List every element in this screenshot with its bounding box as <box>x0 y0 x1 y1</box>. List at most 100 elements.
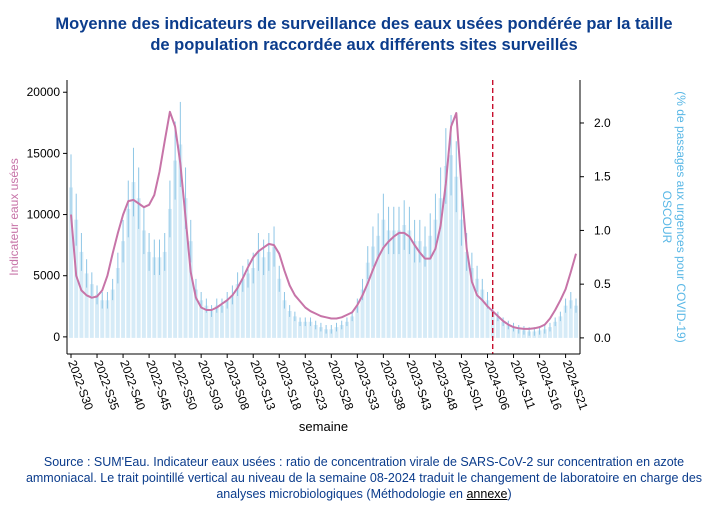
oscour-bar <box>204 305 209 338</box>
oscour-bar <box>282 300 287 338</box>
oscour-bar <box>230 294 235 338</box>
source-text: Source : SUM'Eau. Indicateur eaux usées … <box>25 455 703 501</box>
oscour-bar <box>141 230 146 338</box>
oscour-bar <box>157 257 162 338</box>
y-right-tick-label: 0.0 <box>594 331 611 345</box>
oscour-bar <box>303 321 308 338</box>
y-left-tick-label: 20000 <box>27 85 61 99</box>
oscour-bar <box>318 327 323 338</box>
oscour-bar <box>256 251 261 338</box>
oscour-bar <box>272 246 276 338</box>
chart-title: Moyenne des indicateurs de surveillance … <box>0 14 728 56</box>
oscour-bar <box>558 316 563 338</box>
oscour-bar <box>344 321 349 338</box>
oscour-bar <box>480 289 485 338</box>
y-left-tick-label: 15000 <box>27 146 61 160</box>
oscour-bar <box>261 257 266 338</box>
oscour-bar <box>423 246 427 338</box>
oscour-bar <box>381 219 386 338</box>
oscour-bar <box>574 305 578 338</box>
y-left-tick-label: 10000 <box>27 208 61 222</box>
oscour-bar <box>246 273 250 338</box>
x-axis-label: semaine <box>299 419 348 434</box>
oscour-bar <box>178 144 183 338</box>
oscour-bar <box>459 219 464 338</box>
oscour-bar <box>95 294 99 338</box>
annexe-link[interactable]: annexe <box>466 487 508 501</box>
source-text-end: ) <box>507 487 512 501</box>
oscour-bar <box>225 300 230 338</box>
oscour-bar <box>475 278 480 338</box>
oscour-bar <box>438 198 443 338</box>
x-tick-label: 2022-S30 <box>65 358 96 412</box>
oscour-bar <box>469 268 474 338</box>
oscour-bar <box>355 305 360 338</box>
oscour-bar <box>277 278 282 338</box>
y-axis-right-label: OSCOUR(% de passages aux urgences pour C… <box>660 91 688 342</box>
oscour-bar <box>495 316 500 338</box>
oscour-bar <box>131 182 136 338</box>
oscour-bar <box>501 321 506 338</box>
oscour-bar <box>548 327 552 338</box>
oscour-bar <box>152 257 157 338</box>
oscour-bar <box>371 246 375 338</box>
oscour-bar <box>162 251 167 338</box>
oscour-bar <box>251 268 256 338</box>
oscour-bar <box>126 208 131 338</box>
oscour-bar <box>350 316 355 338</box>
oscour-bar <box>376 235 381 338</box>
oscour-bar <box>193 289 198 338</box>
oscour-bar <box>235 284 240 338</box>
oscour-bar <box>188 241 193 338</box>
oscour-bar <box>199 300 204 338</box>
oscour-bar <box>292 316 297 338</box>
y-axis-right-label-line: OSCOUR <box>660 191 674 244</box>
oscour-bar <box>511 327 516 338</box>
y-right-tick-label: 0.5 <box>594 277 611 291</box>
oscour-bar <box>115 268 120 338</box>
y-left-tick-label: 5000 <box>33 269 60 283</box>
oscour-bar <box>334 327 339 338</box>
oscour-bar <box>147 251 152 338</box>
y-right-tick-label: 1.5 <box>594 170 611 184</box>
oscour-bar <box>417 241 422 338</box>
y-right-tick-label: 2.0 <box>594 116 611 130</box>
oscour-bar <box>173 160 178 338</box>
oscour-bar <box>464 251 469 338</box>
oscour-bar <box>308 321 313 338</box>
oscour-bar <box>183 198 188 338</box>
oscour-bar <box>563 305 568 338</box>
chart-title-line-1: Moyenne des indicateurs de surveillance … <box>55 15 673 33</box>
oscour-bar <box>110 289 115 338</box>
oscour-bar <box>339 324 344 338</box>
oscour-bar <box>287 311 292 338</box>
y-axis-right-label-line: (% de passages aux urgences pour COVID-1… <box>674 91 688 342</box>
chart-title-line-2: de population raccordée aux différents s… <box>150 36 578 54</box>
oscour-bar <box>74 219 79 338</box>
oscour-bar <box>79 251 84 338</box>
oscour-bar <box>136 198 141 338</box>
oscour-bar <box>454 176 459 338</box>
oscour-bar <box>105 300 110 338</box>
oscour-bar <box>100 300 105 338</box>
oscour-bar <box>266 251 271 338</box>
y-right-tick-label: 1.0 <box>594 223 611 237</box>
oscour-bar <box>433 219 438 338</box>
oscour-bar <box>428 235 433 338</box>
oscour-bar <box>69 187 73 338</box>
oscour-bar <box>360 289 365 338</box>
oscour-bar <box>412 241 417 338</box>
oscour-bar <box>568 300 573 338</box>
oscour-bar <box>121 241 126 338</box>
oscour-bar <box>298 321 303 338</box>
oscour-bar <box>365 262 370 338</box>
oscour-bar <box>506 324 511 338</box>
oscour-bar <box>402 225 407 338</box>
oscour-bar <box>407 230 412 338</box>
oscour-bar <box>391 230 396 338</box>
oscour-bar <box>397 230 401 338</box>
y-axis-left-label: Indicateur eaux usées <box>7 158 21 275</box>
oscour-bar <box>443 165 448 338</box>
wastewater-line <box>70 110 577 330</box>
